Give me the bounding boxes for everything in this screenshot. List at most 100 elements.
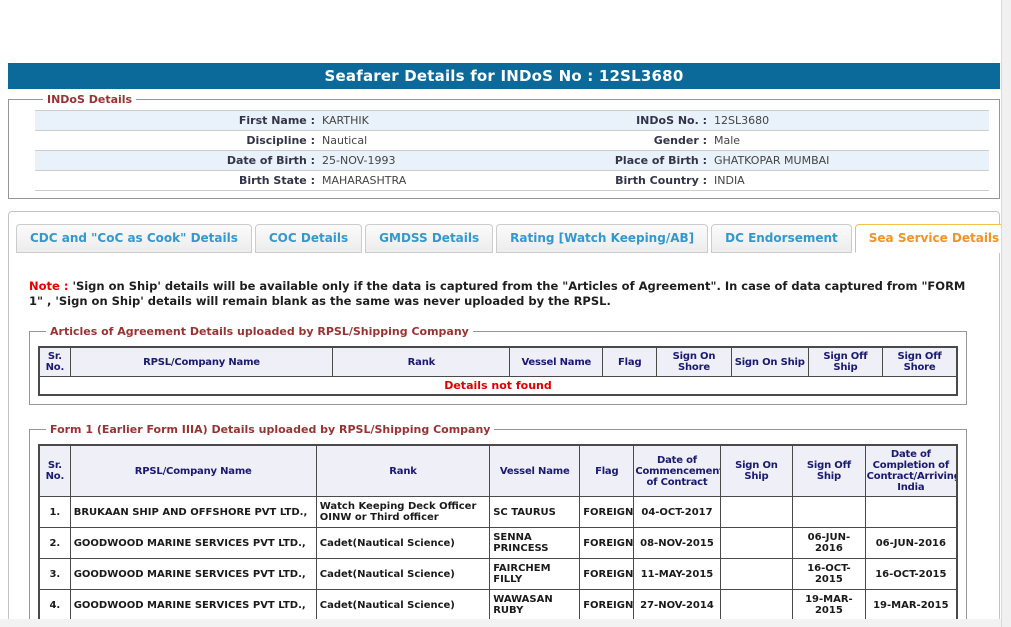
cell: Watch Keeping Deck Officer OINW or Third… bbox=[315, 496, 491, 528]
sea-service-panel: CDC and "CoC as Cook" Details COC Details… bbox=[8, 211, 1011, 627]
cell: Cadet(Nautical Science) bbox=[315, 527, 491, 559]
table-row: 3. GOODWOOD MARINE SERVICES PVT LTD., Cade… bbox=[38, 558, 958, 590]
table-row: 2. GOODWOOD MARINE SERVICES PVT LTD., Cade… bbox=[38, 527, 958, 559]
cell: GOODWOOD MARINE SERVICES PVT LTD., bbox=[69, 527, 317, 559]
cell: SC TAURUS bbox=[489, 496, 581, 528]
header-cell-sign-on-ship: Sign On Ship bbox=[730, 346, 809, 377]
indos-row: Date of Birth : 25-NOV-1993 Place of Birth… bbox=[35, 151, 989, 171]
header-cell-rpsl-company-name: RPSL/Company Name bbox=[69, 444, 317, 497]
cell bbox=[864, 496, 958, 528]
cell: 27-NOV-2014 bbox=[633, 589, 721, 621]
indos-row: Birth State : MAHARASHTRA Birth Country : I… bbox=[35, 171, 989, 191]
cell bbox=[719, 527, 794, 559]
field-label: Gender : bbox=[653, 134, 707, 147]
field-label: Birth Country : bbox=[615, 174, 707, 187]
tab-coc-details[interactable]: COC Details bbox=[254, 224, 363, 253]
cell: 06-JUN-2016 bbox=[792, 527, 866, 559]
articles-of-agreement-legend: Articles of Agreement Details uploaded b… bbox=[50, 325, 469, 338]
header-cell-date-of-commencement-of-contract: Date of Commencement of Contract bbox=[633, 444, 721, 497]
cell: 19-MAR-2015 bbox=[792, 589, 866, 621]
field-value: Nautical bbox=[322, 134, 368, 147]
field-value: Male bbox=[714, 134, 741, 147]
cell: GOODWOOD MARINE SERVICES PVT LTD., bbox=[69, 558, 317, 590]
table-row: 1. BRUKAAN SHIP AND OFFSHORE PVT LTD., Wat… bbox=[38, 496, 958, 528]
field-label: Date of Birth : bbox=[226, 154, 315, 167]
articles-of-agreement-section: Articles of Agreement Details uploaded b… bbox=[29, 325, 967, 405]
header-cell-sign-off-ship: Sign Off Ship bbox=[792, 444, 866, 497]
tab-gmdss-details[interactable]: GMDSS Details bbox=[365, 224, 494, 253]
cell: 19-MAR-2015 bbox=[864, 589, 958, 621]
header-cell-rank: Rank bbox=[332, 346, 511, 377]
tab-rating-watch-keeping-ab[interactable]: Rating [Watch Keeping/AB] bbox=[496, 224, 709, 253]
cell: FOREIGN bbox=[579, 589, 635, 621]
field-value: MAHARASHTRA bbox=[322, 174, 407, 187]
header-cell-sr-no: Sr. No. bbox=[38, 346, 71, 377]
header-cell-sign-on-shore: Sign On Shore bbox=[656, 346, 732, 377]
cell bbox=[719, 589, 794, 621]
field-label: First Name : bbox=[238, 114, 315, 127]
header-cell-sign-off-shore: Sign Off Shore bbox=[882, 346, 958, 377]
header-cell-rank: Rank bbox=[315, 444, 491, 497]
articles-of-agreement-table: Sr. No. RPSL/Company Name Rank Vessel Name F… bbox=[38, 346, 958, 396]
tab-dc-endorsement[interactable]: DC Endorsement bbox=[711, 224, 852, 253]
cell: FAIRCHEM FILLY bbox=[489, 558, 581, 590]
cell: BRUKAAN SHIP AND OFFSHORE PVT LTD., bbox=[69, 496, 317, 528]
header-cell-flag: Flag bbox=[579, 444, 635, 497]
cell: 3. bbox=[38, 558, 71, 590]
cell: 08-NOV-2015 bbox=[633, 527, 721, 559]
cell bbox=[719, 496, 794, 528]
cell: Cadet(Nautical Science) bbox=[315, 589, 491, 621]
field-label: Discipline : bbox=[246, 134, 315, 147]
header-cell-sign-off-ship: Sign Off Ship bbox=[807, 346, 884, 377]
cell: FOREIGN bbox=[579, 527, 635, 559]
cell bbox=[719, 558, 794, 590]
indos-row-left: First Name : KARTHIK bbox=[35, 111, 512, 130]
page-title: Seafarer Details for INDoS No : 12SL3680 bbox=[8, 63, 1000, 89]
cell bbox=[792, 496, 866, 528]
note-text: 'Sign on Ship' details will be available… bbox=[29, 279, 966, 308]
header-cell-vessel-name: Vessel Name bbox=[489, 444, 581, 497]
cell: FOREIGN bbox=[579, 558, 635, 590]
seafarer-details-page: Seafarer Details for INDoS No : 12SL3680… bbox=[8, 63, 1011, 627]
details-not-found-message: Details not found bbox=[38, 376, 958, 396]
indos-row: Discipline : Nautical Gender : Male bbox=[35, 131, 989, 151]
cell: WAWASAN RUBY bbox=[489, 589, 581, 621]
cell: 2. bbox=[38, 527, 71, 559]
header-cell-flag: Flag bbox=[602, 346, 658, 377]
cell: 4. bbox=[38, 589, 71, 621]
cell: 11-MAY-2015 bbox=[633, 558, 721, 590]
indos-row: First Name : KARTHIK INDoS No. : 12SL3680 bbox=[35, 111, 989, 131]
articles-header-row: Sr. No. RPSL/Company Name Rank Vessel Name F… bbox=[38, 346, 958, 377]
indos-details-legend: INDoS Details bbox=[47, 93, 133, 106]
indos-row-right: Place of Birth : GHATKOPAR MUMBAI bbox=[512, 151, 989, 170]
form1-header-row: Sr. No. RPSL/Company Name Rank Vessel Name F… bbox=[38, 444, 958, 497]
window-right-edge bbox=[1001, 0, 1011, 627]
tab-cdc-and-coc-as-cook-details[interactable]: CDC and "CoC as Cook" Details bbox=[16, 224, 252, 253]
header-cell-sr-no: Sr. No. bbox=[38, 444, 71, 497]
field-label: Place of Birth : bbox=[614, 154, 707, 167]
tab-sea-service-details[interactable]: Sea Service Details bbox=[854, 224, 1011, 253]
cell: 1. bbox=[38, 496, 71, 528]
header-cell-rpsl-company-name: RPSL/Company Name bbox=[69, 346, 334, 377]
cell: 16-OCT-2015 bbox=[864, 558, 958, 590]
table-row: 4. GOODWOOD MARINE SERVICES PVT LTD., Cade… bbox=[38, 589, 958, 621]
cell: 06-JUN-2016 bbox=[864, 527, 958, 559]
cell: FOREIGN bbox=[579, 496, 635, 528]
tab-bar: CDC and "CoC as Cook" Details COC Details… bbox=[16, 224, 1011, 253]
window-bottom-edge bbox=[0, 619, 1001, 627]
field-value: 25-NOV-1993 bbox=[322, 154, 396, 167]
form1-table-body: 1. BRUKAAN SHIP AND OFFSHORE PVT LTD., Wat… bbox=[38, 496, 958, 627]
field-value: INDIA bbox=[714, 174, 745, 187]
form1-section: Form 1 (Earlier Form IIIA) Details uploa… bbox=[29, 423, 967, 627]
indos-row-right: Birth Country : INDIA bbox=[512, 171, 989, 190]
field-value: GHATKOPAR MUMBAI bbox=[714, 154, 830, 167]
cell: 04-OCT-2017 bbox=[633, 496, 721, 528]
note-prefix: Note : bbox=[29, 279, 69, 293]
cell: 16-OCT-2015 bbox=[792, 558, 866, 590]
empty-row: Details not found bbox=[38, 376, 958, 396]
indos-row-left: Discipline : Nautical bbox=[35, 131, 512, 150]
cell: SENNA PRINCESS bbox=[489, 527, 581, 559]
field-value: 12SL3680 bbox=[714, 114, 770, 127]
form1-legend: Form 1 (Earlier Form IIIA) Details uploa… bbox=[50, 423, 491, 436]
